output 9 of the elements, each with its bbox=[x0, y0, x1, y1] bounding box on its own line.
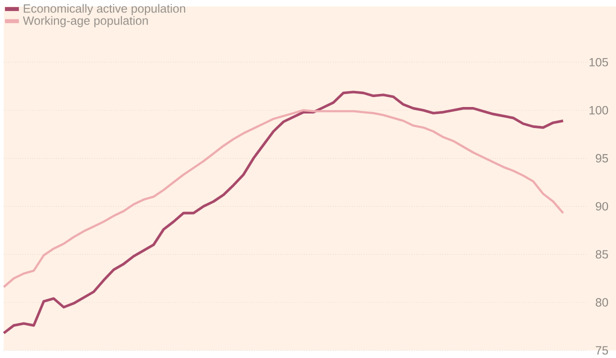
y-tick-label: 85 bbox=[596, 250, 608, 259]
y-tick-label: 90 bbox=[596, 202, 608, 211]
y-tick-label: 105 bbox=[590, 58, 608, 66]
y-tick-label: 100 bbox=[590, 106, 608, 114]
y-tick-label: 95 bbox=[596, 154, 608, 163]
legend-label: Economically active population bbox=[24, 4, 186, 16]
y-tick-label: 75 bbox=[596, 346, 608, 355]
y-tick-label: 80 bbox=[596, 298, 608, 307]
legend-label: Working-age population bbox=[22, 16, 148, 28]
